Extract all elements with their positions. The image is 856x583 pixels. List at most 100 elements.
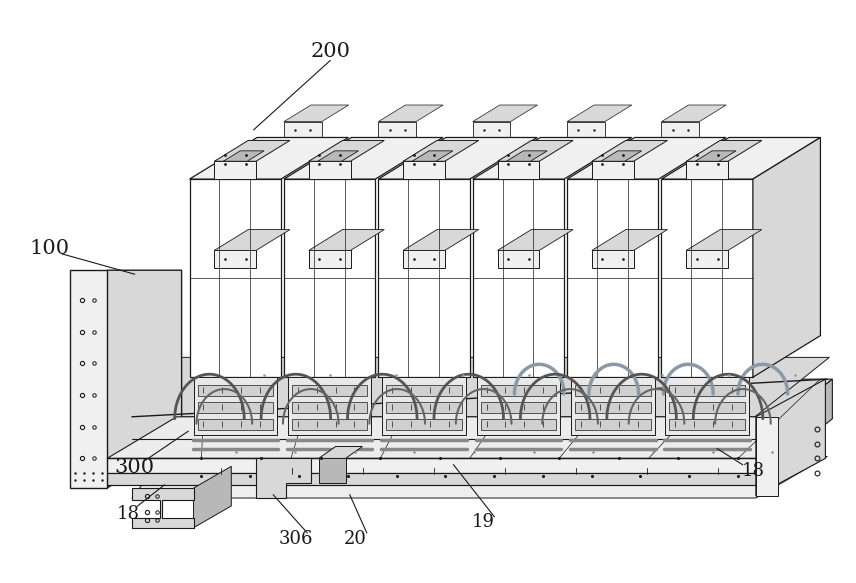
Polygon shape: [571, 377, 655, 434]
Polygon shape: [102, 379, 832, 438]
Polygon shape: [753, 138, 820, 377]
Text: 18: 18: [117, 505, 140, 523]
Polygon shape: [403, 161, 445, 179]
Polygon shape: [575, 385, 651, 396]
Polygon shape: [378, 105, 443, 122]
Polygon shape: [193, 377, 277, 434]
Polygon shape: [284, 138, 443, 179]
Polygon shape: [107, 417, 825, 458]
Polygon shape: [662, 122, 699, 138]
Polygon shape: [687, 230, 762, 250]
Polygon shape: [214, 230, 290, 250]
Polygon shape: [662, 138, 820, 179]
Polygon shape: [575, 419, 651, 430]
Polygon shape: [256, 458, 311, 498]
Polygon shape: [107, 473, 756, 485]
Text: 18: 18: [741, 462, 764, 479]
Polygon shape: [292, 419, 367, 430]
Text: 20: 20: [344, 529, 367, 547]
Polygon shape: [592, 250, 633, 268]
Polygon shape: [758, 379, 832, 478]
Polygon shape: [662, 179, 753, 377]
Text: 100: 100: [29, 238, 69, 258]
Polygon shape: [309, 161, 350, 179]
Polygon shape: [497, 250, 539, 268]
Polygon shape: [477, 377, 560, 434]
Polygon shape: [292, 402, 367, 413]
Polygon shape: [403, 230, 479, 250]
Polygon shape: [473, 179, 564, 377]
Polygon shape: [756, 379, 825, 496]
Polygon shape: [756, 417, 778, 496]
Polygon shape: [102, 438, 758, 478]
Polygon shape: [214, 161, 256, 179]
Polygon shape: [292, 385, 367, 396]
Polygon shape: [198, 402, 273, 413]
Polygon shape: [386, 419, 461, 430]
Polygon shape: [198, 385, 273, 396]
Polygon shape: [687, 161, 728, 179]
Polygon shape: [284, 122, 322, 138]
Polygon shape: [288, 377, 372, 434]
Polygon shape: [70, 270, 107, 488]
Polygon shape: [318, 458, 346, 483]
Text: 306: 306: [279, 529, 313, 547]
Polygon shape: [592, 161, 633, 179]
Polygon shape: [669, 402, 745, 413]
Polygon shape: [378, 122, 416, 138]
Polygon shape: [497, 161, 539, 179]
Polygon shape: [567, 105, 632, 122]
Polygon shape: [214, 141, 290, 161]
Polygon shape: [378, 138, 538, 179]
Polygon shape: [383, 377, 466, 434]
Polygon shape: [309, 141, 384, 161]
Polygon shape: [592, 230, 668, 250]
Polygon shape: [189, 138, 348, 179]
Polygon shape: [507, 151, 547, 161]
Polygon shape: [309, 230, 384, 250]
Polygon shape: [669, 419, 745, 430]
Polygon shape: [309, 250, 350, 268]
Polygon shape: [107, 458, 756, 473]
Polygon shape: [403, 141, 479, 161]
Polygon shape: [473, 105, 538, 122]
Polygon shape: [687, 250, 728, 268]
Text: 300: 300: [115, 458, 155, 477]
Polygon shape: [318, 447, 362, 458]
Polygon shape: [132, 456, 828, 498]
Polygon shape: [386, 385, 461, 396]
Polygon shape: [473, 122, 510, 138]
Polygon shape: [575, 402, 651, 413]
Polygon shape: [695, 151, 736, 161]
Polygon shape: [481, 385, 556, 396]
Polygon shape: [318, 151, 359, 161]
Polygon shape: [284, 105, 348, 122]
Polygon shape: [497, 141, 573, 161]
Polygon shape: [687, 141, 762, 161]
Polygon shape: [497, 230, 573, 250]
Polygon shape: [567, 179, 658, 377]
Polygon shape: [601, 151, 642, 161]
Polygon shape: [107, 417, 755, 438]
Polygon shape: [567, 138, 726, 179]
Polygon shape: [378, 179, 470, 377]
Polygon shape: [481, 419, 556, 430]
Polygon shape: [403, 250, 445, 268]
Polygon shape: [223, 151, 264, 161]
Polygon shape: [669, 385, 745, 396]
Polygon shape: [107, 357, 829, 417]
Polygon shape: [412, 151, 453, 161]
Polygon shape: [193, 466, 231, 528]
Polygon shape: [198, 419, 273, 430]
Polygon shape: [284, 179, 375, 377]
Polygon shape: [665, 377, 749, 434]
Polygon shape: [189, 179, 281, 377]
Polygon shape: [386, 402, 461, 413]
Polygon shape: [567, 122, 605, 138]
Polygon shape: [214, 250, 256, 268]
Polygon shape: [662, 105, 726, 122]
Polygon shape: [473, 138, 632, 179]
Polygon shape: [592, 141, 668, 161]
Polygon shape: [107, 270, 181, 488]
Polygon shape: [481, 402, 556, 413]
